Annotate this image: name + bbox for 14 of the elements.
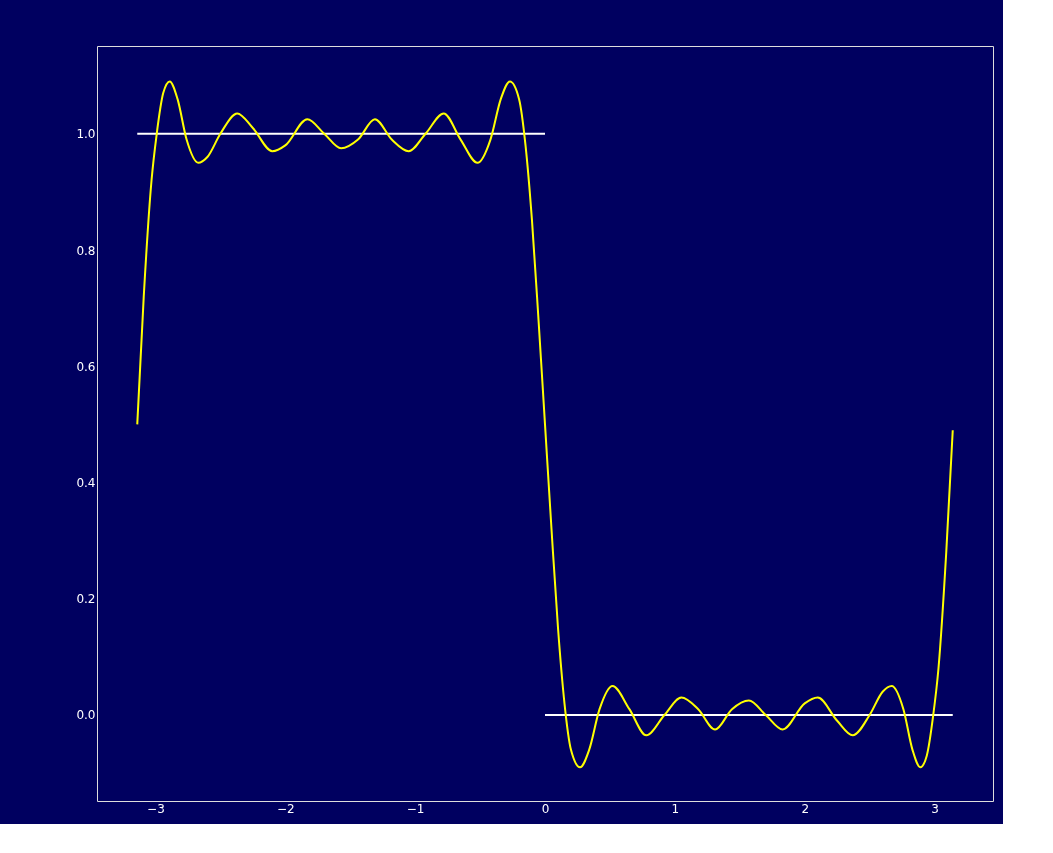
x-tick-label: 2 [801,801,810,816]
x-tick-label: 3 [931,801,939,816]
x-tick-label: −1 [406,801,425,816]
y-tick-label: 0.6 [76,359,96,374]
x-tick-label: 0 [541,801,550,816]
x-tick-label: −3 [147,801,165,816]
y-tick-label: 0.4 [76,475,96,490]
y-tick-label: 0.8 [76,243,96,258]
y-tick-label: 0.0 [76,708,96,723]
x-tick-label: −2 [276,801,295,816]
x-tick-label: 1 [671,801,680,816]
y-tick-label: 1.0 [76,127,96,142]
line-series [136,80,954,769]
y-tick-label: 0.2 [76,592,96,607]
